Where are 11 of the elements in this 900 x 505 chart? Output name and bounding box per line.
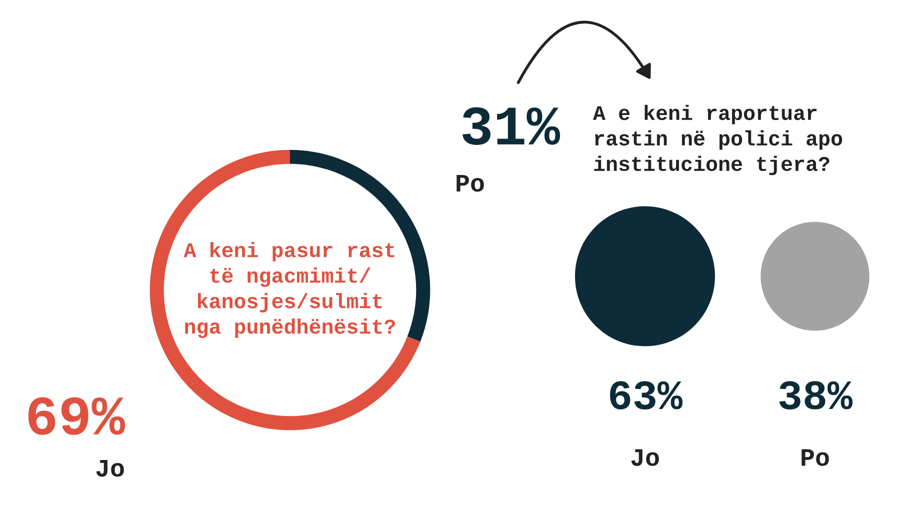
category-label: Po — [802, 449, 829, 466]
text: A keni pasur rast të ngacmimit/ kanosjes/sulmit nga punëdhënësit? — [184, 242, 396, 338]
donut-slice — [150, 150, 420, 430]
data-label: 31% — [462, 107, 560, 145]
text: A e keni raportuar rastin në polici apo institucione tjera? — [593, 104, 842, 176]
slice-label: Jo — [96, 460, 124, 477]
data-label: 69% — [28, 397, 126, 435]
data-label: 38% — [779, 381, 853, 410]
category-label: Jo — [631, 449, 659, 466]
data-label: 63% — [610, 381, 683, 410]
slice-label: Po — [456, 174, 484, 192]
